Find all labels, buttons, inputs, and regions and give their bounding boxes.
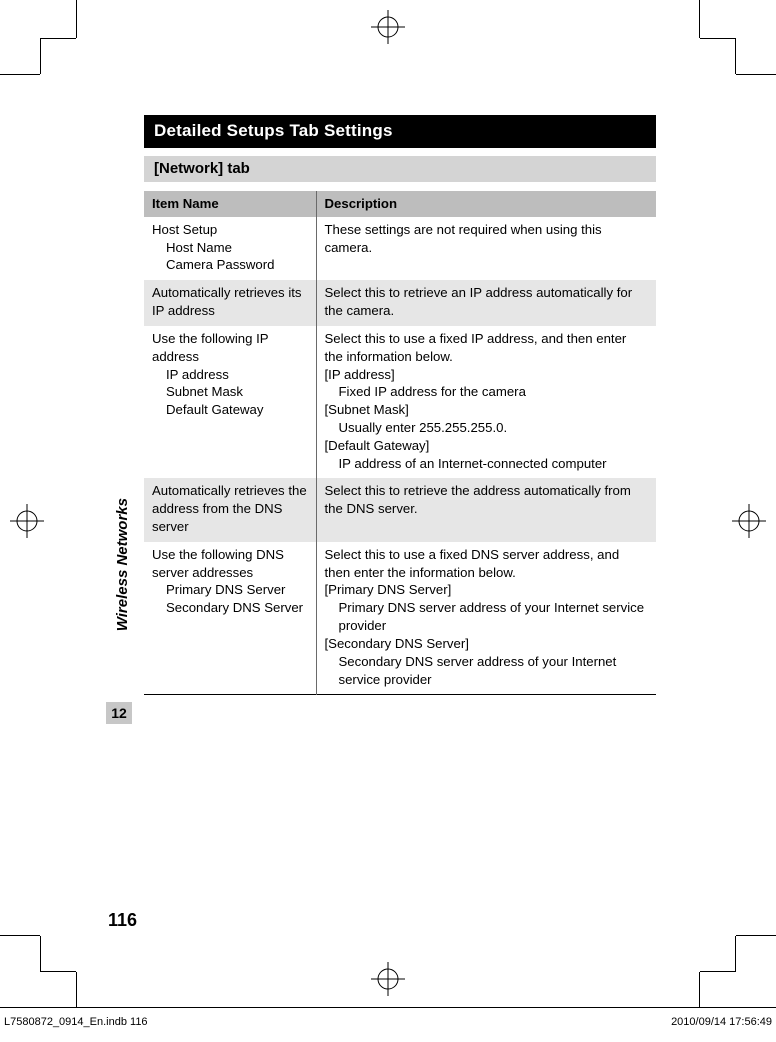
crop-hairline [736,74,776,75]
footer-filename: L7580872_0914_En.indb 116 [4,1016,148,1028]
crop-hairline [699,0,700,38]
item-cell: Use the following IP address IP address … [144,326,316,479]
table-header-row: Item Name Description [144,191,656,217]
desc-sub: Fixed IP address for the camera [325,383,649,401]
item-cell: Automatically retrieves the address from… [144,478,316,541]
item-sub: Secondary DNS Server [152,599,308,617]
desc-cell: Select this to retrieve the address auto… [316,478,656,541]
desc-cell: These settings are not required when usi… [316,217,656,280]
table-row: Automatically retrieves the address from… [144,478,656,541]
item-sub: Primary DNS Server [152,581,308,599]
footer-timestamp: 2010/09/14 17:56:49 [671,1016,772,1028]
desc-sub: IP address of an Internet-connected comp… [325,455,649,473]
desc-sub: Secondary DNS server address of your Int… [325,653,649,689]
col-description: Description [316,191,656,217]
table-row: Use the following DNS server addresses P… [144,542,656,695]
item-cell: Automatically retrieves its IP address [144,280,316,326]
chapter-number-badge: 12 [106,702,132,724]
desc-cell: Select this to use a fixed DNS server ad… [316,542,656,695]
desc-line: [Primary DNS Server] [325,582,452,597]
col-item-name: Item Name [144,191,316,217]
desc-line: Select this to use a fixed IP address, a… [325,331,627,364]
table-row: Use the following IP address IP address … [144,326,656,479]
crop-hairline [736,935,776,936]
registration-mark-icon [10,504,44,538]
crop-hairline [76,972,77,1008]
desc-line: [Subnet Mask] [325,402,409,417]
desc-line: [IP address] [325,367,395,382]
desc-line: [Default Gateway] [325,438,430,453]
item-main: Use the following DNS server addresses [152,547,284,580]
crop-mark-icon [700,936,736,972]
crop-hairline [0,935,40,936]
desc-line: [Secondary DNS Server] [325,636,469,651]
item-sub: Default Gateway [152,401,308,419]
crop-hairline [76,0,77,38]
section-heading: Detailed Setups Tab Settings [144,115,656,148]
table-row: Automatically retrieves its IP address S… [144,280,656,326]
registration-mark-icon [371,962,405,996]
item-cell: Host Setup Host Name Camera Password [144,217,316,280]
item-sub: Subnet Mask [152,383,308,401]
table-row: Host Setup Host Name Camera Password The… [144,217,656,280]
subsection-heading: [Network] tab [144,156,656,182]
desc-cell: Select this to retrieve an IP address au… [316,280,656,326]
crop-mark-icon [40,936,76,972]
desc-sub: Usually enter 255.255.255.0. [325,419,649,437]
footer-divider [0,1007,776,1008]
item-main: Host Setup [152,222,217,237]
item-sub: IP address [152,366,308,384]
item-sub: Camera Password [152,256,308,274]
item-sub: Host Name [152,239,308,257]
side-chapter-label: Wireless Networks [114,365,131,498]
desc-line: Select this to use a fixed DNS server ad… [325,547,620,580]
page-number: 116 [108,910,137,931]
crop-hairline [699,972,700,1008]
crop-hairline [0,74,40,75]
settings-table: Item Name Description Host Setup Host Na… [144,191,656,695]
item-main: Use the following IP address [152,331,268,364]
desc-cell: Select this to use a fixed IP address, a… [316,326,656,479]
desc-sub: Primary DNS server address of your Inter… [325,599,649,635]
crop-mark-icon [700,38,736,74]
registration-mark-icon [371,10,405,44]
side-label-text: Wireless Networks [114,498,131,631]
item-cell: Use the following DNS server addresses P… [144,542,316,695]
content-area: Detailed Setups Tab Settings [Network] t… [144,115,656,695]
crop-mark-icon [40,38,76,74]
manual-page: Detailed Setups Tab Settings [Network] t… [0,0,776,1042]
registration-mark-icon [732,504,766,538]
